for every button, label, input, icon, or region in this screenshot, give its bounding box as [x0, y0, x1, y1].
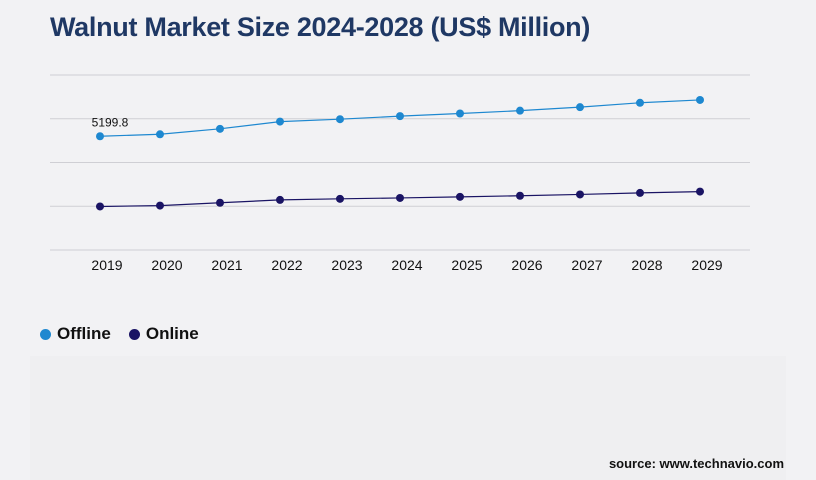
data-label: 5199.8 [92, 115, 129, 129]
x-tick-label: 2023 [331, 257, 362, 273]
data-point-online [156, 201, 164, 210]
x-tick-label: 2020 [151, 257, 182, 273]
legend-marker-offline [40, 328, 51, 340]
x-tick-label: 2029 [691, 257, 722, 273]
data-point-offline [516, 106, 524, 115]
legend-item-online[interactable]: Online [128, 324, 199, 344]
legend-marker-online [128, 328, 140, 340]
data-point-online [696, 187, 704, 196]
data-point-offline [156, 130, 164, 139]
data-point-offline [396, 112, 404, 121]
data-point-offline [696, 95, 704, 104]
data-point-online [456, 192, 464, 201]
data-point-online [396, 193, 404, 202]
data-point-online [276, 195, 284, 204]
legend: Offline Online [40, 324, 217, 344]
x-tick-label: 2025 [451, 257, 482, 273]
data-point-online [96, 202, 104, 211]
x-tick-label: 2028 [631, 257, 662, 273]
data-point-offline [276, 117, 284, 126]
data-point-online [216, 198, 224, 207]
x-tick-label: 2022 [271, 257, 302, 273]
data-point-offline [336, 115, 344, 124]
data-point-online [636, 188, 644, 197]
data-point-offline [96, 132, 104, 141]
background-panel [30, 356, 786, 480]
x-tick-label: 2027 [571, 257, 602, 273]
x-tick-label: 2026 [511, 257, 542, 273]
data-point-offline [456, 109, 464, 118]
data-point-offline [216, 124, 224, 133]
legend-item-offline[interactable]: Offline [40, 324, 111, 344]
legend-label-offline: Offline [57, 324, 111, 343]
x-tick-label: 2019 [91, 257, 122, 273]
x-tick-label: 2024 [391, 257, 422, 273]
data-point-offline [636, 98, 644, 107]
data-point-online [336, 194, 344, 203]
legend-label-online: Online [145, 324, 199, 343]
source-credit: source: www.technavio.com [608, 456, 784, 471]
data-point-online [576, 190, 584, 199]
data-point-offline [576, 103, 584, 112]
x-tick-label: 2021 [211, 257, 242, 273]
data-point-online [516, 191, 524, 200]
chart-title: Walnut Market Size 2024-2028 (US$ Millio… [50, 12, 591, 42]
